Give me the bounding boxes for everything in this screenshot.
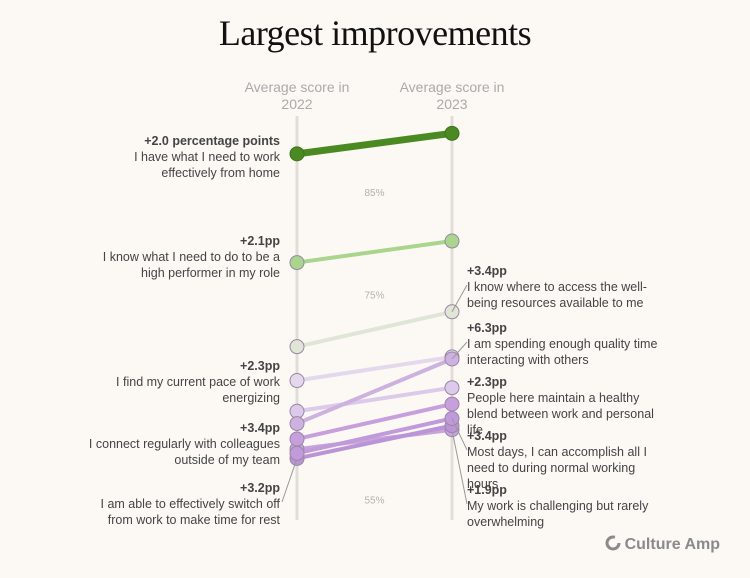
leader-line bbox=[451, 418, 468, 451]
slope-line bbox=[296, 239, 453, 265]
series-label: +3.4pp I know where to access the well-be… bbox=[467, 263, 667, 311]
series-label: +2.1pp I know what I need to do to be a h… bbox=[80, 233, 280, 281]
point bbox=[289, 445, 305, 461]
y-tick-label: 75% bbox=[364, 290, 384, 301]
change-label: +1.9pp bbox=[467, 483, 507, 497]
slope-line bbox=[296, 129, 453, 158]
series-label: +1.9pp My work is challenging but rarely … bbox=[467, 482, 667, 530]
chart-title: Largest improvements bbox=[218, 13, 532, 53]
y-tick-label: 55% bbox=[364, 495, 384, 506]
point bbox=[289, 373, 305, 389]
change-label: +2.0 percentage points bbox=[144, 134, 280, 148]
series-name: I know what I need to do to be a high pe… bbox=[102, 250, 280, 280]
series-name: People here maintain a healthy blend bet… bbox=[467, 391, 654, 437]
slope-line bbox=[296, 423, 453, 461]
series-label: +6.3pp I am spending enough quality time … bbox=[467, 320, 667, 368]
series-label: +3.4pp I connect regularly with colleague… bbox=[80, 420, 280, 468]
change-label: +2.1pp bbox=[240, 234, 280, 248]
series-name: I am able to effectively switch off from… bbox=[100, 497, 281, 527]
brand: Culture Amp bbox=[605, 535, 720, 554]
leader-line bbox=[451, 341, 468, 360]
column-header: Average score in 2022 bbox=[244, 79, 350, 112]
series-name: Most days, I can accomplish all I need t… bbox=[467, 445, 647, 491]
series-label: +3.2pp I am able to effectively switch of… bbox=[80, 480, 281, 528]
point bbox=[444, 380, 460, 396]
slope-line bbox=[296, 416, 453, 456]
point bbox=[444, 396, 460, 412]
point bbox=[289, 255, 305, 271]
point bbox=[289, 146, 305, 162]
y-tick-label: 85% bbox=[364, 188, 384, 199]
series-name: I know where to access the well-being re… bbox=[467, 280, 647, 310]
point bbox=[444, 125, 460, 141]
series-label: +2.3pp People here maintain a healthy ble… bbox=[467, 374, 667, 438]
leader-line bbox=[451, 284, 468, 313]
change-label: +3.4pp bbox=[240, 421, 280, 435]
change-label: +2.3pp bbox=[467, 375, 507, 389]
series-name: I find my current pace of work energizin… bbox=[116, 375, 280, 405]
series-label: +2.3pp I find my current pace of work ene… bbox=[80, 358, 280, 406]
slope-line bbox=[296, 385, 453, 414]
point bbox=[289, 431, 305, 447]
series-name: My work is challenging but rarely overwh… bbox=[467, 499, 649, 529]
brand-name: Culture Amp bbox=[624, 536, 720, 553]
column-header: Average score in 2023 bbox=[399, 79, 505, 112]
change-label: +3.4pp bbox=[467, 429, 507, 443]
series-name: I have what I need to work effectively f… bbox=[134, 150, 280, 180]
point bbox=[444, 233, 460, 249]
slope-line bbox=[296, 402, 453, 441]
series-name: I am spending enough quality time intera… bbox=[467, 337, 658, 367]
point bbox=[289, 339, 305, 355]
slope-line bbox=[296, 357, 453, 426]
slope-line bbox=[296, 354, 453, 383]
series-label: +2.0 percentage points I have what I need… bbox=[80, 133, 280, 181]
slope-line bbox=[296, 309, 453, 349]
series-label: +3.4pp Most days, I can accomplish all I … bbox=[467, 428, 667, 492]
point bbox=[289, 416, 305, 432]
brand-icon bbox=[605, 535, 621, 551]
leader-line bbox=[451, 429, 468, 505]
change-label: +6.3pp bbox=[467, 321, 507, 335]
change-label: +3.4pp bbox=[467, 264, 507, 278]
change-label: +3.2pp bbox=[240, 481, 280, 495]
series-name: I connect regularly with colleagues outs… bbox=[88, 437, 280, 467]
change-label: +2.3pp bbox=[240, 359, 280, 373]
leader-line bbox=[281, 458, 298, 503]
